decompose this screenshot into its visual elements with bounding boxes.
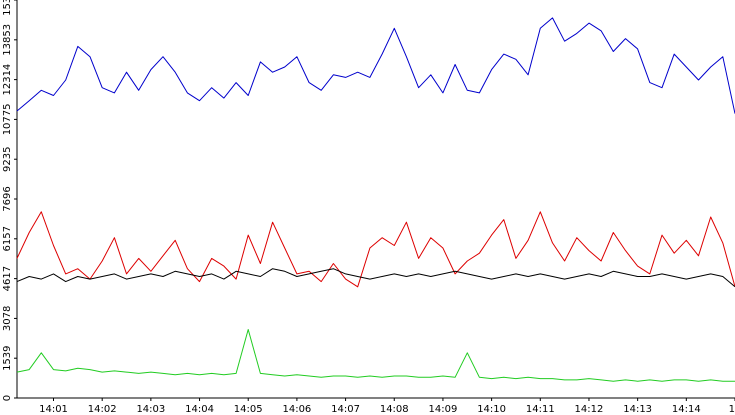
x-axis: 14:01 14:02 14:03 14:04 14:05 14:06 14:07 14:08… [39,398,735,415]
y-tick-label: 3078 [2,306,13,331]
y-tick-label: 4617 [2,266,13,291]
x-tick-label: 14:04 [185,404,214,415]
x-tick-label: 14:09 [429,404,458,415]
x-tick-label: 14:10 [477,404,506,415]
x-tick-label: 14:01 [39,404,68,415]
y-tick-label: 15393 [2,0,13,16]
series-line-3 [16,268,735,288]
x-tick-label: 14 [729,404,735,415]
y-tick-label: 13853 [2,24,13,56]
x-tick-label: 14:08 [380,404,409,415]
x-tick-label: 14:03 [136,404,165,415]
x-tick-label: 14:07 [331,404,360,415]
series-line-2 [16,211,735,288]
y-tick-label: 12314 [2,64,13,96]
plot-area [16,0,735,399]
x-tick-label: 14:13 [623,404,652,415]
series-line-4 [16,329,735,382]
x-tick-label: 14:14 [672,404,701,415]
series-line-1 [16,17,735,114]
series-layer [16,17,735,382]
y-tick-label: 7696 [2,186,13,211]
x-tick-label: 14:05 [234,404,263,415]
y-tick-label: 1539 [2,345,13,370]
x-tick-label: 14:12 [575,404,604,415]
y-tick-label: 6157 [2,226,13,251]
x-tick-label: 14:02 [88,404,117,415]
x-tick-label: 14:06 [282,404,311,415]
y-axis: 0 1539 3078 4617 6157 7696 9235 10775 12314 13853… [2,0,17,401]
y-tick-label: 10775 [2,103,13,135]
x-tick-label: 14:11 [526,404,555,415]
y-tick-label: 0 [2,395,13,401]
y-tick-label: 9235 [2,146,13,171]
